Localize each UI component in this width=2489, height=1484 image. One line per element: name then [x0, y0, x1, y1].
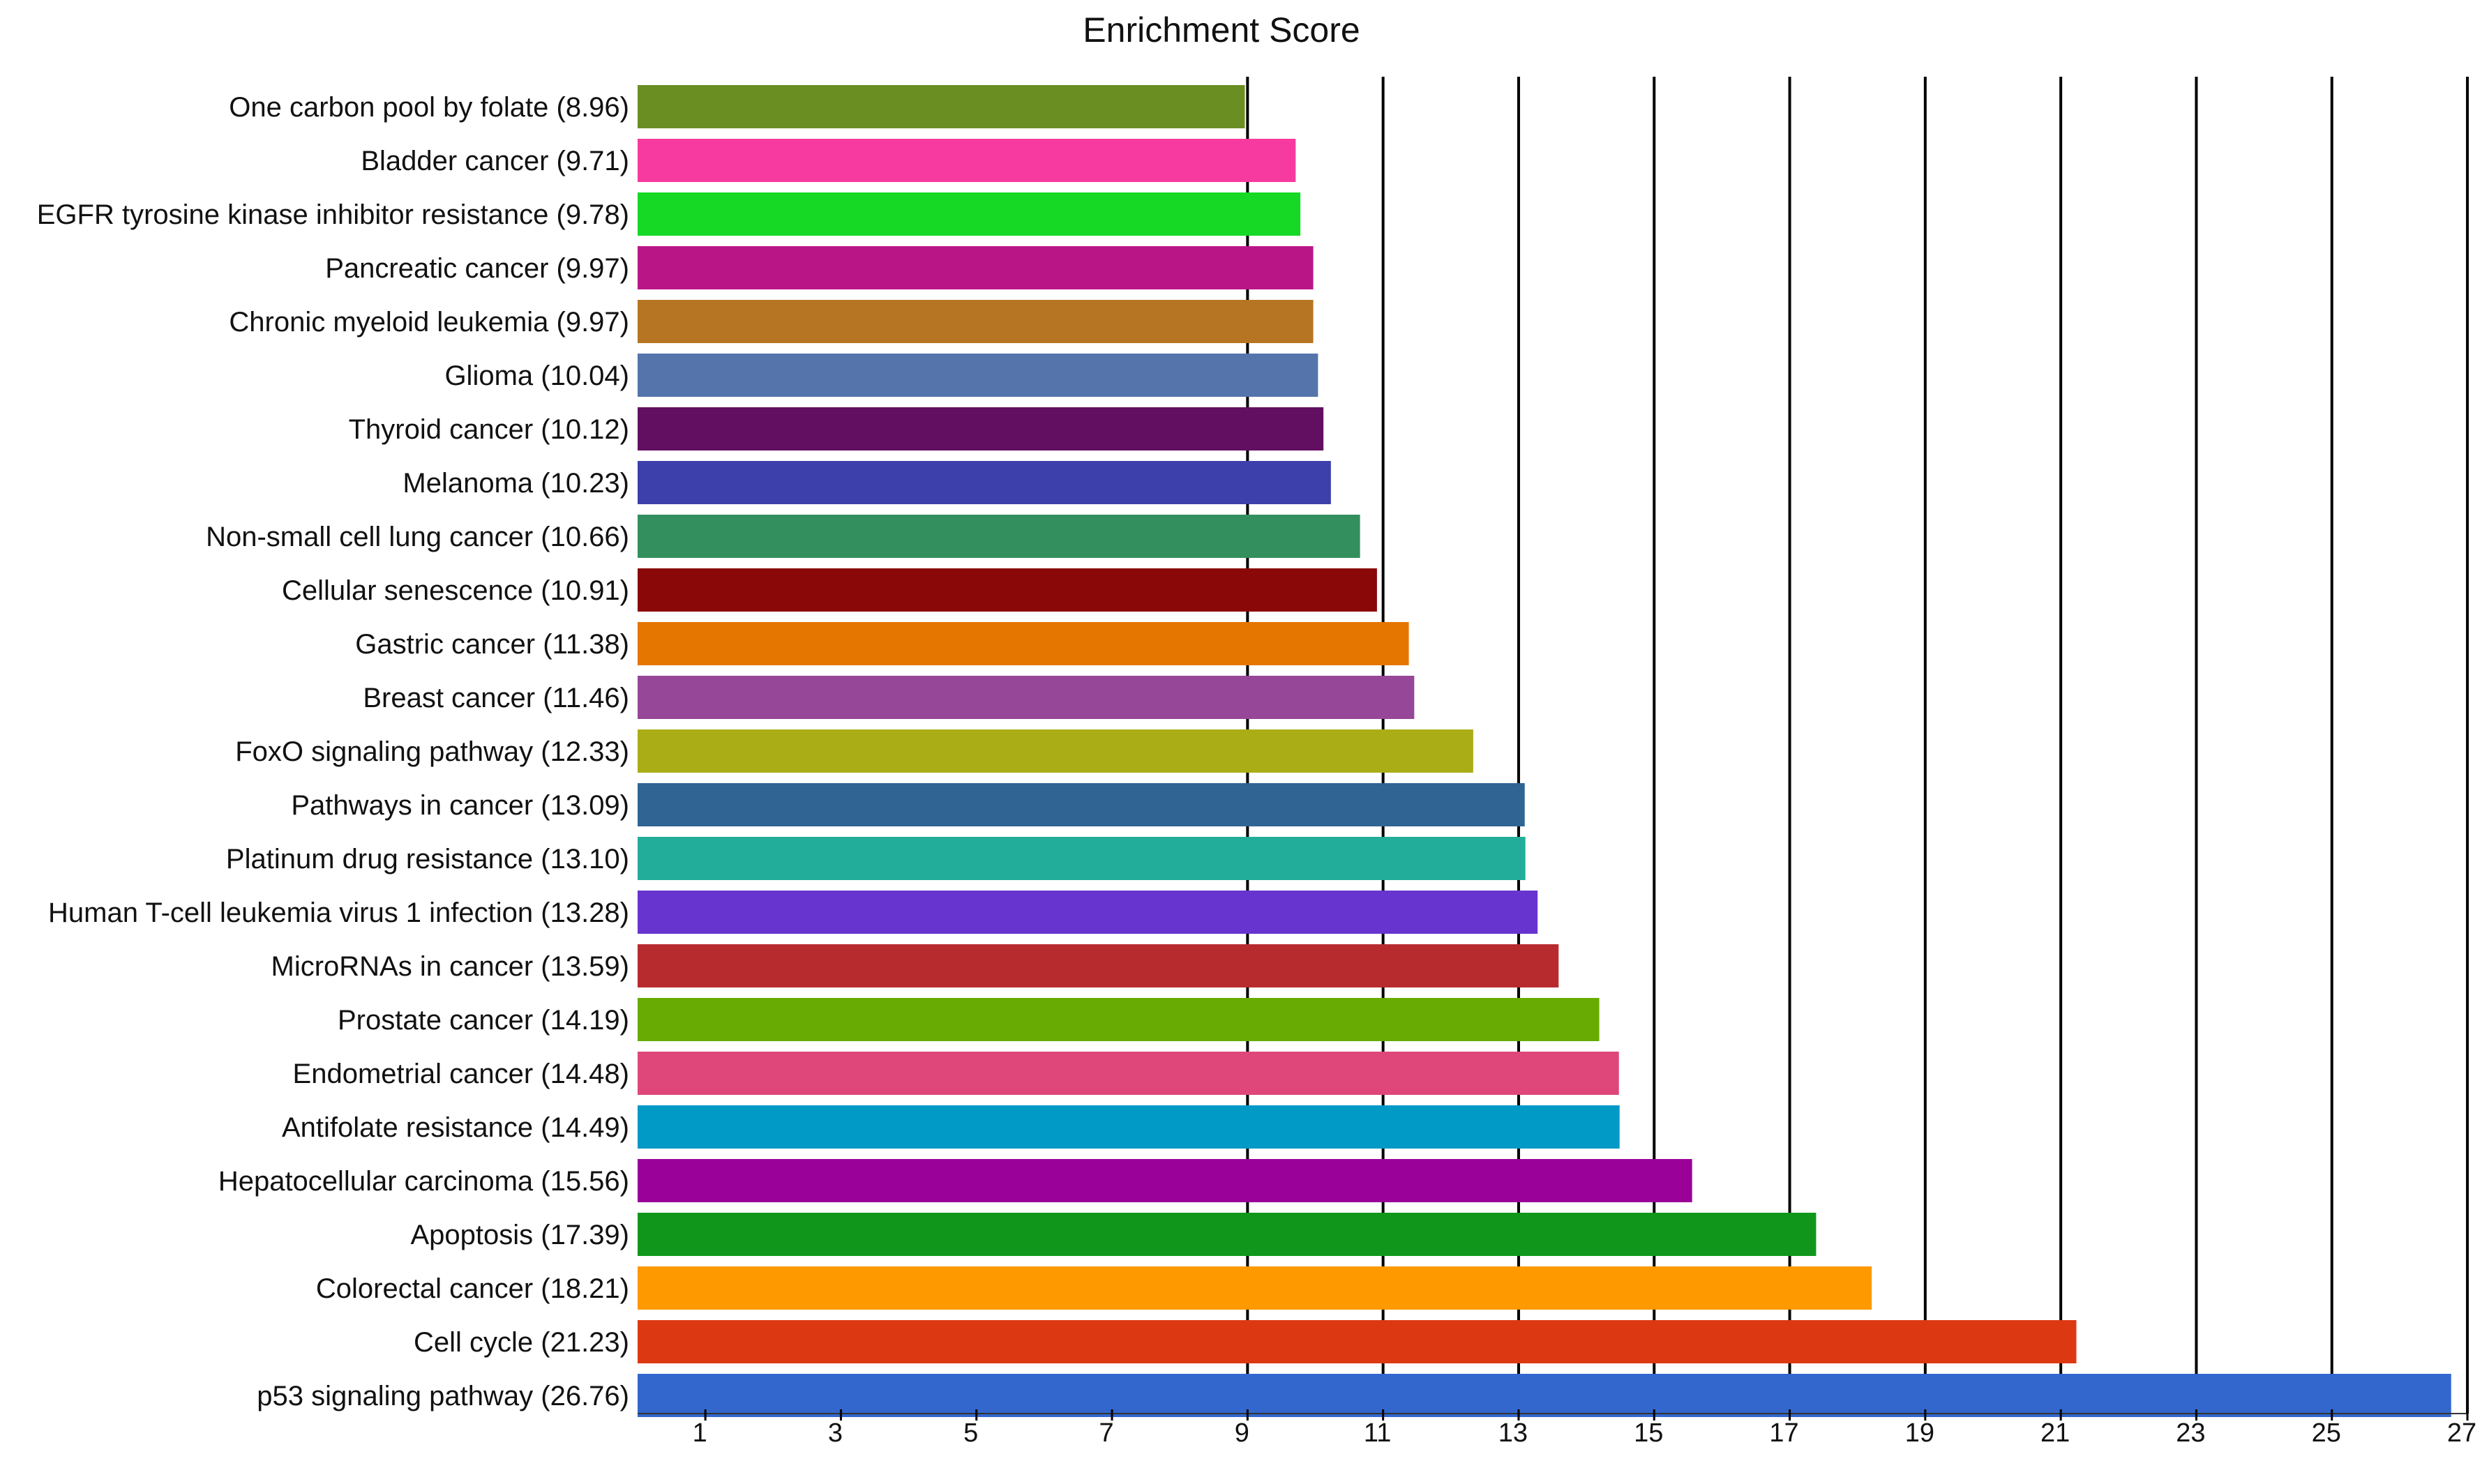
category-label: Glioma (10.04): [444, 361, 629, 391]
category-label: Chronic myeloid leukemia (9.97): [229, 307, 629, 338]
bars: [638, 85, 2451, 1417]
category-label: Breast cancer (11.46): [363, 683, 629, 713]
bar: [638, 568, 1377, 612]
category-label: Hepatocellular carcinoma (15.56): [218, 1166, 629, 1197]
category-label: Pathways in cancer (13.09): [291, 790, 629, 821]
bar: [638, 1266, 1872, 1310]
category-label: MicroRNAs in cancer (13.59): [271, 951, 630, 982]
bar: [638, 944, 1559, 987]
category-label: Melanoma (10.23): [403, 468, 629, 499]
bar: [638, 729, 1473, 773]
category-label: Gastric cancer (11.38): [355, 629, 629, 660]
x-tick-label: 15: [1634, 1418, 1663, 1448]
chart-title: Enrichment Score: [1083, 10, 1360, 50]
bar: [638, 998, 1600, 1041]
category-label: FoxO signaling pathway (12.33): [235, 736, 629, 767]
x-tick-label: 5: [963, 1418, 978, 1448]
category-label: Prostate cancer (14.19): [338, 1005, 629, 1036]
x-tick-label: 13: [1498, 1418, 1528, 1448]
bar: [638, 139, 1296, 182]
bar: [638, 461, 1331, 504]
bar: [638, 622, 1409, 665]
category-label: Thyroid cancer (10.12): [349, 414, 629, 445]
category-label: Colorectal cancer (18.21): [316, 1273, 629, 1304]
bar: [638, 192, 1301, 236]
bar: [638, 1320, 2077, 1363]
bar: [638, 407, 1324, 450]
x-tick-label: 27: [2447, 1418, 2476, 1448]
bar: [638, 1213, 1817, 1256]
category-label: p53 signaling pathway (26.76): [257, 1381, 629, 1411]
bar: [638, 246, 1314, 289]
x-tick-label: 21: [2040, 1418, 2070, 1448]
bar: [638, 837, 1526, 880]
bar: [638, 300, 1314, 343]
category-label: Apoptosis (17.39): [410, 1220, 629, 1250]
x-axis: 1 3 5 7 9 11 13 15 17 19 21 23 25 27: [638, 1409, 2476, 1448]
x-tick-label: 3: [828, 1418, 843, 1448]
bar: [638, 1052, 1619, 1095]
bar: [638, 783, 1525, 826]
bar: [638, 85, 1245, 128]
category-label: Pancreatic cancer (9.97): [325, 253, 629, 284]
category-label: Antifolate resistance (14.49): [282, 1112, 629, 1143]
x-tick-label: 25: [2312, 1418, 2341, 1448]
grid-lines: [1246, 77, 2469, 1414]
category-label: Platinum drug resistance (13.10): [226, 844, 629, 874]
x-tick-label: 9: [1235, 1418, 1249, 1448]
bar: [638, 1374, 2451, 1417]
category-label: Bladder cancer (9.71): [361, 146, 629, 176]
x-tick-label: 23: [2176, 1418, 2205, 1448]
x-tick-label: 19: [1905, 1418, 1934, 1448]
category-label: One carbon pool by folate (8.96): [229, 92, 629, 123]
x-tick-label: 17: [1769, 1418, 1798, 1448]
category-label: Endometrial cancer (14.48): [293, 1059, 629, 1089]
bar: [638, 1159, 1692, 1202]
bar: [638, 891, 1538, 934]
x-tick-label: 1: [693, 1418, 707, 1448]
bar: [638, 515, 1360, 558]
category-label: Non-small cell lung cancer (10.66): [206, 522, 629, 552]
x-tick-label: 11: [1364, 1418, 1391, 1448]
bar: [638, 354, 1318, 397]
category-label: Human T-cell leukemia virus 1 infection …: [48, 898, 629, 928]
category-labels: One carbon pool by folate (8.96) Bladder …: [37, 92, 629, 1411]
category-label: Cellular senescence (10.91): [282, 575, 629, 606]
bar: [638, 676, 1415, 719]
bar: [638, 1105, 1620, 1149]
category-label: EGFR tyrosine kinase inhibitor resistanc…: [37, 199, 629, 230]
x-tick-label: 7: [1099, 1418, 1113, 1448]
category-label: Cell cycle (21.23): [414, 1327, 629, 1358]
